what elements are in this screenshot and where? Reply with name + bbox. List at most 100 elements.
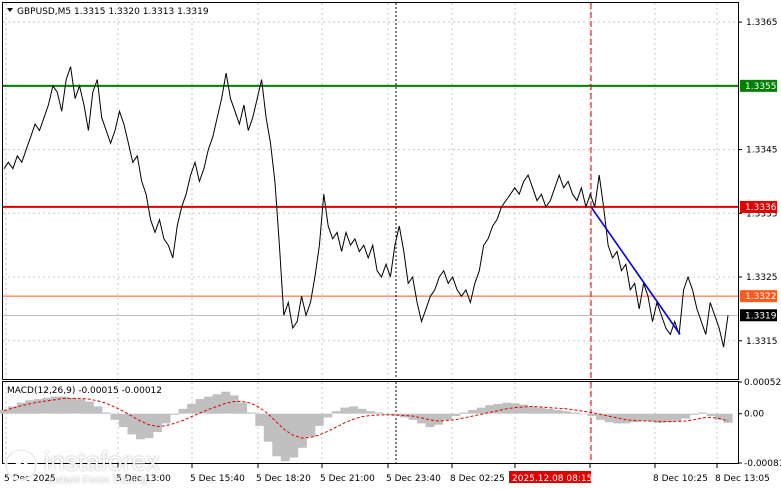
- macd-histogram-bar: [706, 413, 716, 417]
- macd-histogram-bar: [349, 406, 358, 414]
- macd-histogram-bar: [110, 413, 120, 420]
- blue-trend-line: [590, 206, 681, 335]
- macd-histogram-bar: [451, 413, 461, 417]
- level-price-label-bg: [740, 309, 777, 322]
- macd-histogram-bar: [715, 413, 725, 420]
- macd-histogram-bar: [195, 399, 205, 414]
- macd-histogram-bar: [323, 413, 333, 418]
- macd-histogram-bar: [459, 412, 469, 414]
- macd-histogram-bar: [638, 413, 648, 421]
- macd-histogram-bar: [544, 408, 554, 414]
- price-tick-label: 1.3325: [746, 273, 778, 283]
- macd-panel-frame: [2, 381, 739, 464]
- level-price-label: 1.3322: [745, 292, 777, 302]
- macd-histogram-bar: [561, 411, 571, 414]
- vertical-markers: [395, 3, 592, 463]
- macd-histogram-bar: [59, 396, 69, 414]
- macd-histogram-bar: [187, 403, 196, 414]
- macd-tick-label: -0.00081: [744, 459, 781, 469]
- macd-histogram-bar: [76, 399, 86, 414]
- macd-histogram-bar: [383, 413, 392, 415]
- macd-histogram-bar: [408, 413, 418, 420]
- macd-histogram-bar: [553, 410, 563, 414]
- macd-histogram-bar: [570, 412, 580, 414]
- time-tick-label: 8 Dec 13:05: [715, 474, 770, 484]
- macd-histogram-bar: [536, 407, 546, 414]
- level-price-label-bg: [740, 79, 777, 92]
- time-tick-label: 8 Dec 02:25: [450, 474, 505, 484]
- macd-histogram-bar: [331, 411, 341, 414]
- price-tick-label: 1.3335: [746, 209, 778, 219]
- macd-tick-label: 0.00052: [744, 378, 781, 388]
- price-panel-frame: [2, 2, 739, 380]
- macd-histogram-bar: [50, 396, 60, 414]
- macd-histogram-bar: [621, 413, 631, 424]
- macd-histogram-bar: [374, 412, 384, 414]
- time-tick-label: 5 Dec 21:00: [320, 474, 375, 484]
- macd-histogram-bar: [153, 413, 162, 432]
- macd-histogram-bar: [519, 404, 529, 414]
- macd-histogram-bar: [0, 410, 9, 414]
- instaforex-logo-icon: [4, 448, 38, 482]
- macd-histogram-bar: [246, 412, 256, 414]
- macd-histogram-bar: [442, 413, 452, 420]
- macd-histogram-bar: [161, 413, 171, 424]
- time-axis[interactable]: 5 Dec 2025 5 Dec 13:00 5 Dec 15:40 5 Dec 18…: [4, 464, 770, 484]
- macd-histogram-bar: [425, 413, 435, 428]
- macd-indicator: [0, 391, 733, 462]
- macd-histogram-bar: [647, 413, 656, 422]
- macd-histogram-bar: [221, 391, 231, 414]
- level-price-label: 1.3336: [745, 203, 777, 213]
- price-tick-label: 1.3365: [746, 18, 778, 28]
- macd-histogram-bar: [255, 413, 265, 426]
- macd-histogram-bar: [391, 413, 401, 417]
- macd-histogram-bar: [306, 413, 316, 437]
- trend-line[interactable]: [590, 206, 681, 335]
- current-price-label: 1.3319: [745, 311, 777, 321]
- macd-histogram-bar: [689, 413, 699, 415]
- macd-histogram-bar: [587, 413, 597, 417]
- macd-histogram-bar: [102, 412, 111, 414]
- time-marker-label: 2025.12.08 08:15: [512, 474, 592, 484]
- macd-header: MACD(12,26,9) -0.00015 -0.00012: [7, 386, 162, 396]
- macd-histogram-bar: [272, 413, 282, 457]
- price-tick-label: 1.3315: [746, 337, 778, 347]
- macd-histogram-bar: [468, 410, 478, 414]
- macd-histogram-bar: [16, 402, 26, 414]
- macd-histogram-bar: [67, 397, 77, 414]
- macd-histogram-bar: [510, 403, 520, 414]
- symbol-header: GBPUSD,M5 1.3315 1.3320 1.3313 1.3319: [17, 7, 209, 17]
- macd-histogram-bar: [434, 413, 443, 425]
- time-tick-label: 5 Dec 18:20: [256, 474, 311, 484]
- time-tick-label: 5 Dec 23:40: [386, 474, 441, 484]
- macd-axis[interactable]: 0.00052 0.00 -0.00081: [738, 378, 781, 469]
- macd-histogram-bar: [42, 397, 52, 414]
- macd-histogram-bar: [8, 406, 18, 414]
- macd-histogram-bar: [229, 395, 239, 414]
- macd-histogram-bar: [33, 399, 43, 414]
- macd-histogram-bar: [613, 413, 622, 424]
- macd-histogram-bar: [127, 413, 137, 435]
- symbol-dropdown-icon[interactable]: [7, 8, 13, 12]
- price-series: [3, 66, 729, 348]
- horizontal-levels: [3, 84, 738, 316]
- macd-histogram-bar: [485, 405, 495, 414]
- macd-histogram-bar: [578, 413, 588, 415]
- macd-histogram-bar: [664, 413, 673, 423]
- time-tick-label: 5 Dec 15:40: [190, 474, 245, 484]
- macd-histogram-bar: [630, 413, 639, 423]
- macd-histogram-bar: [681, 413, 691, 419]
- macd-histogram-bar: [170, 413, 179, 415]
- level-price-label: 1.3355: [745, 82, 777, 92]
- time-tick-label: 5 Dec 2025: [4, 474, 56, 484]
- macd-histogram-bar: [493, 403, 503, 414]
- macd-histogram-bar: [314, 413, 324, 426]
- macd-histogram-bar: [178, 408, 188, 414]
- price-line: [3, 66, 729, 348]
- logo-tagline: Instant Forex Trading: [48, 474, 148, 486]
- macd-histogram-bar: [357, 408, 367, 414]
- price-axis[interactable]: 1.3365 1.3345 1.3335 1.3325 1.3315 1.3355 1.33…: [738, 18, 778, 347]
- macd-histogram-bar: [476, 407, 486, 414]
- macd-histogram-bar: [400, 413, 409, 418]
